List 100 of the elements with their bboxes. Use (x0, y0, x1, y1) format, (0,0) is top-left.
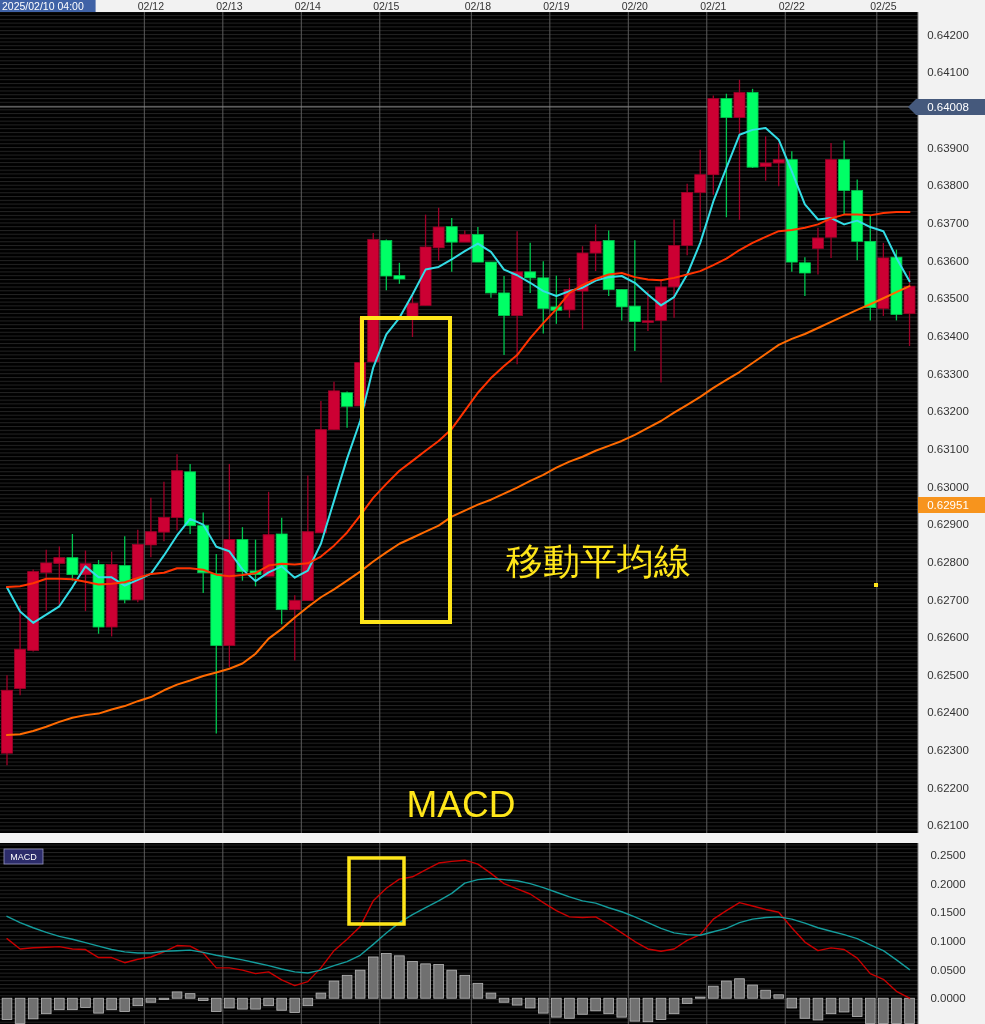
y-tick-label: 0.62900 (927, 518, 969, 531)
bar (485, 992, 497, 999)
bar (407, 961, 418, 999)
y-tick-label: 0.63000 (927, 480, 969, 493)
bar (119, 997, 130, 1012)
bar (891, 997, 902, 1024)
x-tick-label: 02/22 (778, 0, 806, 12)
x-tick-label: 02/21 (700, 0, 727, 12)
bar (851, 997, 863, 1017)
bar (616, 997, 627, 1018)
x-tick-label: 02/13 (216, 0, 243, 12)
bar (511, 997, 523, 1006)
bar (498, 997, 510, 1003)
bar (276, 997, 287, 1011)
bar (237, 997, 248, 1010)
annotation: 移動平均線 (505, 540, 691, 582)
bar (838, 997, 850, 1013)
x-tick-label: 02/18 (464, 0, 492, 12)
bar (328, 980, 340, 999)
line-series (6, 126, 911, 624)
candlestick (341, 390, 353, 429)
y-tick-label: 0.62700 (927, 593, 969, 606)
y-tick-label: 0.2500 (930, 849, 966, 862)
y-tick-label: 0.1500 (930, 906, 966, 919)
candlestick (66, 533, 79, 582)
bar (354, 969, 366, 999)
bar (472, 982, 484, 999)
bar (551, 997, 562, 1018)
bar (747, 984, 758, 999)
y-tick-label: 0.0000 (930, 992, 966, 1005)
bar (655, 997, 667, 1020)
y-tick-label: 0.62200 (927, 781, 969, 794)
bar (250, 997, 261, 1010)
bar (263, 997, 274, 1007)
bar (184, 993, 196, 999)
bar (211, 997, 222, 1012)
candlestick (720, 93, 733, 218)
bar (197, 997, 209, 1001)
bar (1, 997, 13, 1020)
y-tick-label: 0.63600 (927, 254, 969, 267)
y-tick-label: 0.64200 (927, 28, 969, 41)
bar (27, 997, 39, 1020)
bar (708, 985, 719, 999)
bar (786, 997, 798, 1009)
bar (145, 997, 157, 1003)
bar (642, 997, 654, 1023)
bar (773, 994, 784, 999)
bar (80, 997, 91, 1008)
y-tick-label: 0.63500 (927, 292, 969, 305)
y-tick-label: 0.63100 (927, 442, 969, 455)
text: 2025/02/10 04:00 (2, 0, 84, 12)
x-tick-label: 02/12 (137, 0, 165, 12)
bar (93, 997, 104, 1014)
y-tick-label: 0.63400 (927, 329, 969, 342)
bar (904, 997, 915, 1024)
bar (446, 969, 457, 999)
bar (577, 997, 588, 1015)
bar (878, 997, 889, 1024)
y-tick-label: 0.62800 (927, 555, 969, 568)
bar (171, 991, 183, 999)
bar (668, 997, 680, 1015)
y-tick-label: 0.1000 (930, 934, 966, 947)
bar (302, 997, 314, 1007)
bar (629, 997, 641, 1022)
y-tick-label: 0.64100 (927, 66, 969, 79)
bar (865, 997, 876, 1024)
y-tick-label: 0.62600 (927, 631, 969, 644)
y-tick-label: 0.63200 (927, 405, 969, 418)
bar (760, 989, 771, 999)
line-series (6, 210, 911, 589)
bar (825, 997, 837, 1015)
bar (420, 963, 431, 999)
bar (41, 997, 52, 1015)
bar (603, 997, 614, 1015)
bar (734, 978, 745, 999)
bar (14, 997, 26, 1024)
bar (368, 956, 379, 999)
bar (106, 997, 117, 1011)
y-tick-label: 0.63700 (927, 216, 969, 229)
bar (681, 997, 693, 1004)
bar (433, 964, 444, 999)
y-tick-label: 0.0500 (930, 963, 966, 976)
x-tick-label: 02/20 (621, 0, 649, 12)
candlestick (445, 217, 458, 273)
y-tick-label: 0.63800 (927, 179, 969, 192)
bar (289, 997, 300, 1013)
text: MACD (10, 851, 38, 862)
y-tick-label: 0.62400 (927, 706, 969, 719)
bar (721, 980, 732, 999)
bar (459, 974, 471, 999)
y-tick-label: 0.2000 (930, 877, 966, 890)
bar (341, 974, 353, 999)
bar (812, 997, 824, 1021)
y-tick-label: 0.62500 (927, 668, 969, 681)
bar (381, 953, 392, 999)
bar (564, 997, 575, 1019)
bar (132, 997, 144, 1007)
y-tick-label: 0.63300 (927, 367, 969, 380)
y-tick-label: 0.62100 (927, 819, 969, 832)
ref-line-label: 0.64008 (927, 100, 969, 113)
